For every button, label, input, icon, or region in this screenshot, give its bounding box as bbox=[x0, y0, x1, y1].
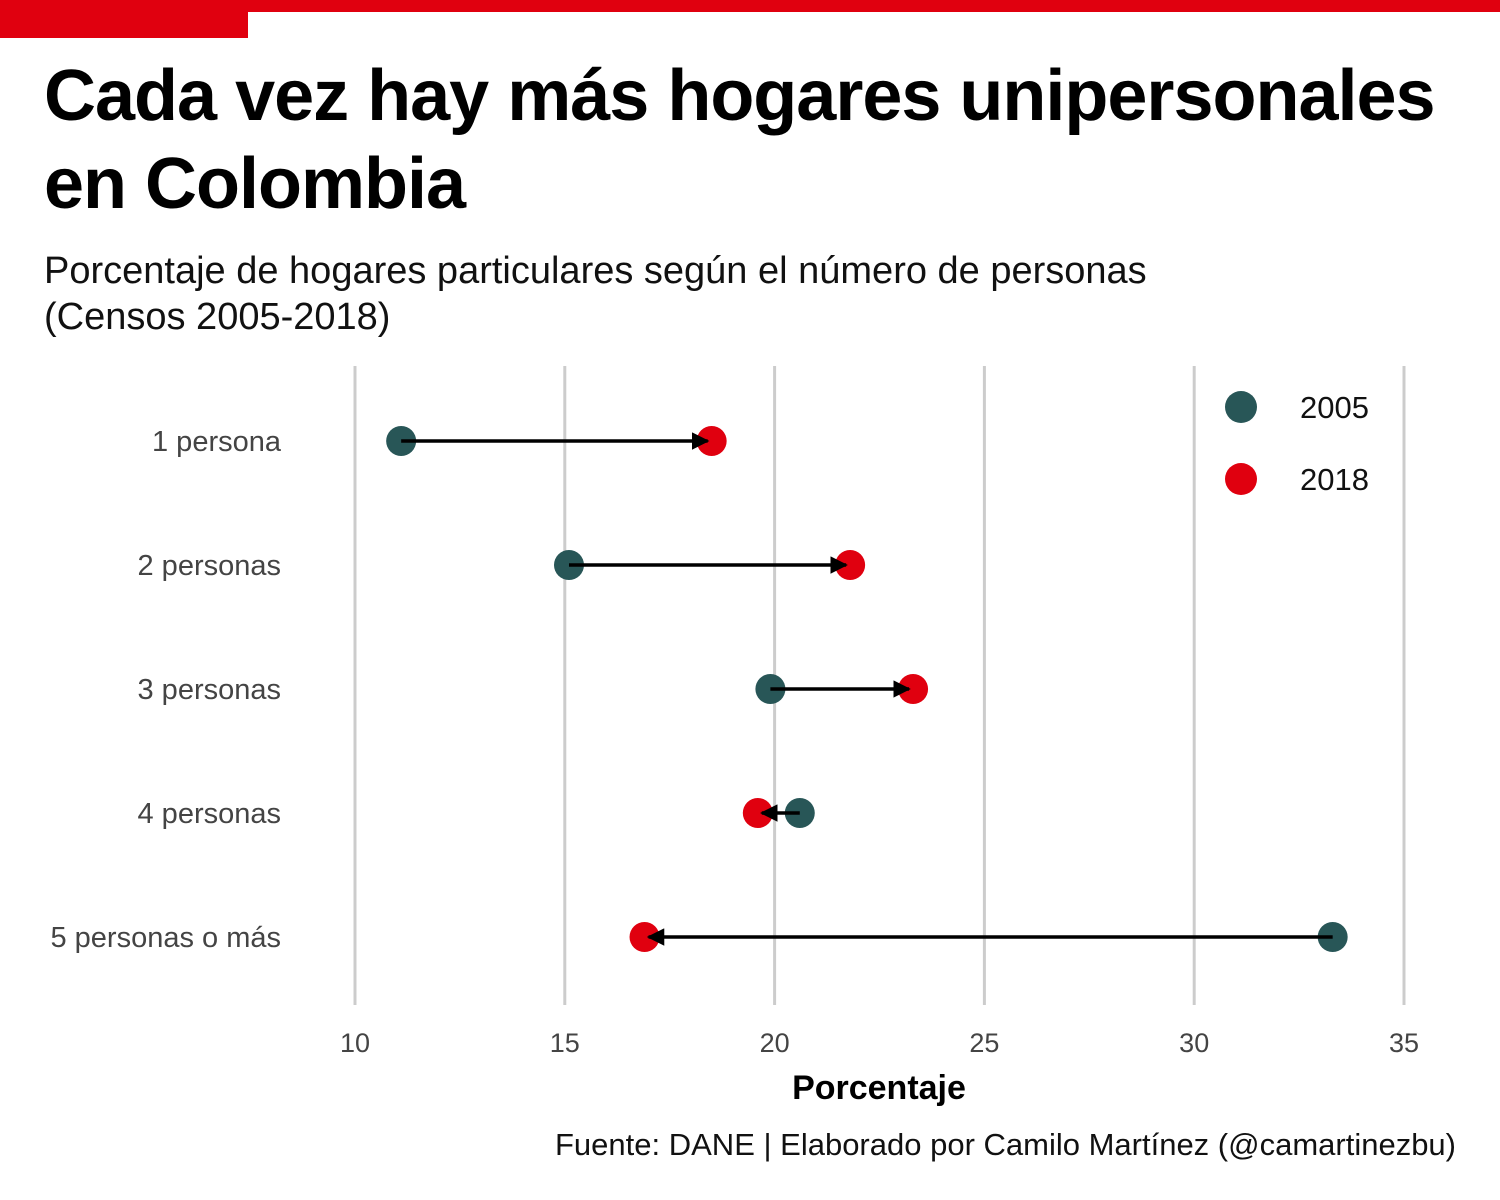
category-labels: 1 persona 2 personas 3 personas 4 personas 5… bbox=[50, 426, 281, 954]
legend-swatch-2005 bbox=[1225, 391, 1257, 423]
subtitle-line-1: Porcentaje de hogares particulares según… bbox=[44, 250, 1147, 292]
change-arrows bbox=[401, 432, 1333, 946]
x-tick-label: 35 bbox=[1389, 1028, 1419, 1058]
category-label: 1 persona bbox=[152, 426, 282, 458]
chart-subtitle: Porcentaje de hogares particulares según… bbox=[44, 248, 1444, 340]
source-caption: Fuente: DANE | Elaborado por Camilo Mart… bbox=[555, 1127, 1456, 1162]
chart-title: Cada vez hay más hogares unipersonales e… bbox=[44, 56, 1436, 224]
category-label: 3 personas bbox=[138, 674, 282, 706]
x-tick-label: 10 bbox=[340, 1028, 370, 1058]
top-accent-tab bbox=[0, 0, 248, 38]
category-label: 4 personas bbox=[138, 798, 282, 830]
x-tick-label: 30 bbox=[1179, 1028, 1209, 1058]
x-tick-label: 20 bbox=[760, 1028, 790, 1058]
legend-label-2018: 2018 bbox=[1300, 462, 1369, 497]
x-tick-label: 25 bbox=[969, 1028, 999, 1058]
top-accent-bar bbox=[0, 0, 1500, 12]
x-tick-label: 15 bbox=[550, 1028, 580, 1058]
x-axis-ticks: 10 15 20 25 30 35 bbox=[340, 1028, 1419, 1058]
grid-lines bbox=[353, 366, 1406, 1005]
category-label: 2 personas bbox=[138, 550, 282, 582]
subtitle-line-2: (Censos 2005-2018) bbox=[44, 296, 391, 338]
category-label: 5 personas o más bbox=[50, 922, 281, 954]
legend: 2005 2018 bbox=[1225, 390, 1369, 497]
legend-label-2005: 2005 bbox=[1300, 390, 1369, 425]
legend-swatch-2018 bbox=[1225, 463, 1257, 495]
x-axis-title: Porcentaje bbox=[792, 1069, 966, 1107]
